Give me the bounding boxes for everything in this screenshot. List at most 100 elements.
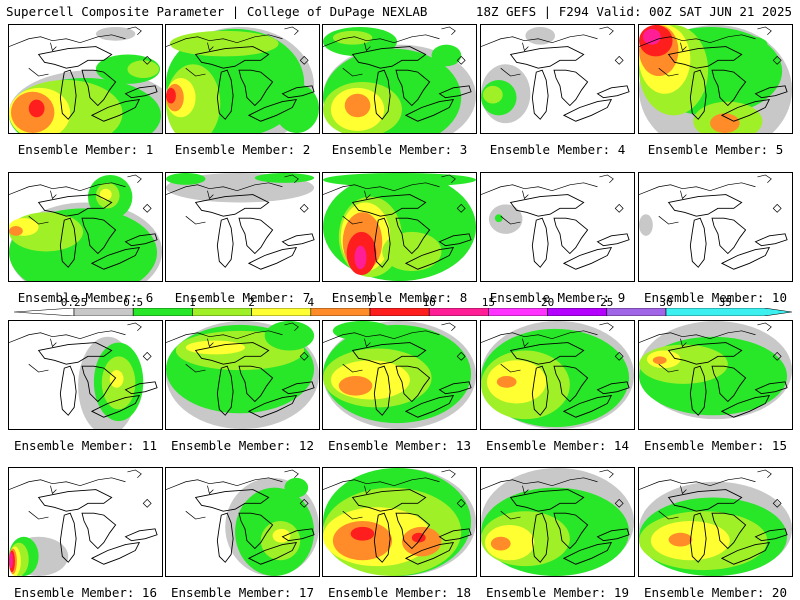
lake-outline — [754, 528, 788, 542]
lake-outline — [238, 69, 274, 107]
island-outline — [456, 498, 466, 508]
lake-outline — [281, 233, 315, 247]
ensemble-member-label: Ensemble Member: 3 — [331, 142, 468, 157]
coastline — [441, 26, 456, 36]
coastline — [639, 182, 756, 195]
scp-contour-red — [350, 526, 375, 541]
legend-tick-label: 25 — [600, 296, 614, 309]
lake-outline — [404, 395, 455, 418]
ensemble-panel-9[interactable] — [480, 172, 635, 282]
island-outline — [456, 351, 466, 361]
ensemble-panel-4[interactable] — [480, 24, 635, 134]
lake-outline — [216, 69, 234, 120]
ensemble-panel-6[interactable] — [8, 172, 163, 282]
coastline — [680, 485, 687, 495]
scp-map-9 — [481, 174, 630, 270]
coastline — [9, 182, 126, 195]
coastline — [500, 363, 521, 373]
lake-outline — [562, 99, 613, 122]
lake-outline — [553, 69, 589, 107]
legend-swatch — [192, 308, 252, 316]
ensemble-panel-7[interactable] — [165, 172, 320, 282]
legend-tick-label: 15 — [481, 296, 496, 309]
ensemble-member-label: Ensemble Member: 6 — [17, 290, 154, 305]
ensemble-panel-5[interactable] — [638, 24, 793, 134]
ensemble-panel-17[interactable] — [165, 467, 320, 577]
lake-outline — [689, 69, 707, 120]
lake-outline — [438, 233, 472, 247]
lake-outline — [689, 365, 707, 416]
lake-outline — [562, 542, 613, 565]
lake-outline — [90, 99, 141, 122]
lake-outline — [37, 46, 113, 69]
coastline — [207, 338, 214, 348]
ensemble-panel-3[interactable] — [322, 24, 477, 134]
ensemble-panel-13[interactable] — [322, 320, 477, 430]
lake-outline — [720, 247, 771, 270]
legend-tick-label: 0.25 — [60, 296, 88, 309]
coastline — [9, 34, 126, 47]
ensemble-panel-11[interactable] — [8, 320, 163, 430]
lake-outline — [531, 365, 549, 416]
coastline — [680, 190, 687, 200]
lake-outline — [711, 217, 747, 255]
lake-outline — [509, 46, 585, 69]
ensemble-panel-1[interactable] — [8, 24, 163, 134]
coastline — [127, 469, 142, 479]
ensemble-panel-15[interactable] — [638, 320, 793, 430]
coastline — [185, 363, 206, 373]
scp-contour-green — [332, 321, 393, 341]
lake-outline — [247, 247, 298, 270]
lake-outline — [238, 365, 274, 403]
coastline — [757, 26, 772, 36]
ensemble-member-label: Ensemble Member: 4 — [489, 142, 626, 157]
scp-contour-green — [264, 321, 315, 351]
coastline — [28, 215, 49, 225]
lake-outline — [395, 512, 431, 550]
lake-outline — [59, 69, 77, 120]
scp-contour-lime — [382, 231, 442, 272]
lake-outline — [711, 365, 747, 403]
coastline — [639, 477, 756, 490]
coastline — [127, 174, 142, 184]
coastline — [500, 67, 521, 77]
scp-contour-lime — [482, 85, 503, 104]
coastline — [50, 190, 57, 200]
lake-outline — [438, 85, 472, 99]
scp-map-12 — [166, 321, 319, 429]
scp-contour-red — [166, 87, 176, 104]
ensemble-member-label: Ensemble Member: 16 — [14, 585, 157, 600]
coastline — [284, 26, 299, 36]
ensemble-panel-20[interactable] — [638, 467, 793, 577]
lake-outline — [37, 194, 113, 217]
legend-tick-label: 30 — [659, 296, 673, 309]
ensemble-panel-19[interactable] — [480, 467, 635, 577]
scp-contour-gray — [525, 26, 556, 45]
ensemble-member-label: Ensemble Member: 14 — [486, 438, 629, 453]
ensemble-member-label: Ensemble Member: 11 — [14, 438, 157, 453]
legend-tick-label: 10 — [422, 296, 436, 309]
coastline — [28, 67, 49, 77]
ensemble-panel-16[interactable] — [8, 467, 163, 577]
coastline — [599, 26, 614, 36]
coastline — [127, 26, 142, 36]
ensemble-panel-18[interactable] — [322, 467, 477, 577]
coastline — [599, 469, 614, 479]
scp-contour-orange — [490, 536, 511, 551]
legend-swatch — [251, 308, 312, 316]
lake-outline — [711, 512, 747, 550]
island-outline — [614, 498, 624, 508]
ensemble-panel-12[interactable] — [165, 320, 320, 430]
ensemble-panel-8[interactable] — [322, 172, 477, 282]
scp-map-20 — [639, 469, 792, 576]
ensemble-panel-14[interactable] — [480, 320, 635, 430]
ensemble-panel-10[interactable] — [638, 172, 793, 282]
ensemble-panel-2[interactable] — [165, 24, 320, 134]
lake-outline — [124, 233, 158, 247]
lake-outline — [247, 395, 298, 418]
legend-tick-label: 2 — [248, 296, 255, 309]
coastline — [757, 322, 772, 332]
coastline — [207, 485, 214, 495]
island-outline — [772, 203, 782, 213]
scp-contour-green — [284, 477, 309, 498]
